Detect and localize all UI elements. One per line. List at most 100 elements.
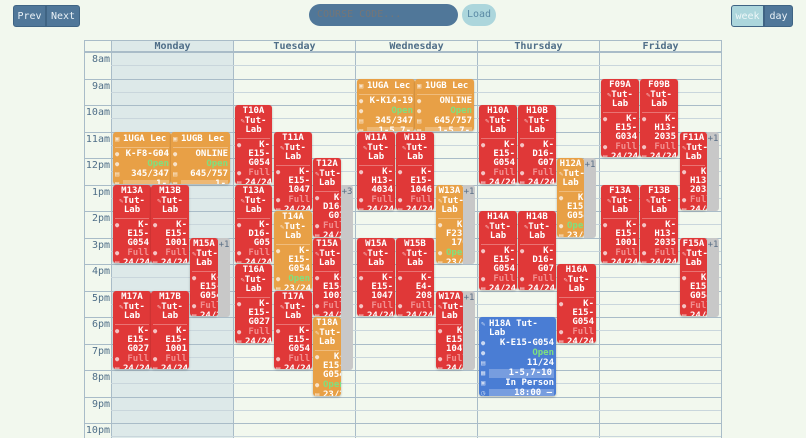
more-events-badge[interactable]: +1 bbox=[463, 184, 475, 264]
event-card-w11a[interactable]: W11A ✎Tut-Lab ● K-H13-4034 ● Full ▤ 24/24 bbox=[357, 131, 395, 211]
more-events-badge[interactable]: +1 bbox=[584, 158, 596, 238]
event-card-f09a[interactable]: F09A ✎Tut-Lab ● K-E15-G034 ● Full ▤ 24/24 bbox=[601, 78, 639, 157]
lecture-icon: ▣ bbox=[417, 81, 422, 90]
seats-icon: ▤ bbox=[359, 205, 364, 211]
day-view-button[interactable]: day bbox=[764, 5, 793, 27]
event-seats-value: 24/24 bbox=[245, 337, 272, 343]
event-card-f13b[interactable]: F13B ✎Tut-Lab ● K-H13-2035 ● Full ▤ 24/24 bbox=[640, 184, 678, 263]
event-card-t14a[interactable]: T14A ✎Tut-Lab ● K-E15-G054 ● Open ▤ 23/24 bbox=[274, 211, 312, 290]
prev-button[interactable]: Prev bbox=[13, 5, 46, 27]
event-card-m13b[interactable]: M13B ✎Tut-Lab ● K-E15-1001 ● Full ▤ 24/24 bbox=[151, 184, 189, 263]
event-card-m15a[interactable]: M15A✎Tut-Lab●K-E15-G054●Full▤24/24 bbox=[190, 237, 218, 316]
more-events-badge[interactable]: +1 bbox=[218, 237, 230, 317]
event-room-value: K-H13-2035 bbox=[654, 219, 676, 248]
event-card-1ugb[interactable]: ▣1UGB Lec●ONLINE●Open▤645/757▦1-3,5,7- bbox=[171, 131, 230, 184]
event-card-t12a[interactable]: T12A✎Tut-Lab●K-D16-G07●Full▤24/24 bbox=[313, 158, 341, 237]
event-room: ●K-E15-G054 bbox=[315, 352, 341, 380]
time-label: 12pm bbox=[85, 160, 110, 171]
event-room-value: K-F23-170 bbox=[446, 219, 463, 248]
more-events-badge[interactable]: +1 bbox=[707, 237, 719, 317]
event-seats-value: 345/347 bbox=[375, 115, 413, 126]
event-card-f13a[interactable]: F13A ✎Tut-Lab ● K-E15-1001 ● Full ▤ 24/24 bbox=[601, 184, 639, 263]
location-pin-icon: ● bbox=[237, 300, 242, 308]
event-card-h12a[interactable]: H12A✎Tut-Lab●K-E15-G054●Open▤23/24 bbox=[557, 158, 584, 237]
event-code: M13B bbox=[159, 185, 181, 196]
event-card-t15a[interactable]: T15A✎Tut-Lab●K-E15-1001●Full▤24/24 bbox=[313, 237, 341, 316]
event-room-value: K-H13-2035 bbox=[690, 166, 707, 195]
status-dot-icon: ● bbox=[359, 195, 364, 204]
event-weeks: ▦1-5,7-10 bbox=[417, 126, 472, 131]
status-dot-icon: ● bbox=[237, 328, 242, 336]
event-seats-value: 23/24 bbox=[446, 257, 463, 263]
event-card-1uga[interactable]: ▣1UGA Lec●K-K14-19●Open▤345/347▦1-5,7-10 bbox=[357, 78, 415, 131]
event-card-t18a[interactable]: T18A✎Tut-Lab●K-E15-G054●Open▤23/24 bbox=[313, 317, 341, 396]
day-column-wednesday bbox=[355, 52, 477, 438]
event-card-w11b[interactable]: W11B ✎Tut-Lab ● K-E15-1046 ● Full ▤ 24/24 bbox=[396, 131, 434, 210]
event-code: T11A bbox=[282, 132, 304, 143]
event-card-w15a[interactable]: W15A ✎Tut-Lab ● K-E15-1047 ● Full ▤ 24/24 bbox=[357, 237, 395, 317]
load-button[interactable]: Load bbox=[462, 4, 496, 26]
event-seats: ▤24/24 bbox=[153, 364, 188, 369]
more-events-badge[interactable]: +1 bbox=[707, 131, 719, 211]
event-card-h14b[interactable]: H14B ✎Tut-Lab ● K-D16-G07 ● Full ▤ 24/24 bbox=[518, 211, 556, 290]
event-card-t16a[interactable]: T16A ✎Tut-Lab ● K-E15-G027 ● Full ▤ 24/24 bbox=[235, 264, 272, 343]
event-seats: ▤24/24 bbox=[115, 258, 150, 263]
event-seats: ▤24/24 bbox=[359, 311, 394, 317]
event-card-h10a[interactable]: H10A ✎Tut-Lab ● K-E15-G054 ● Full ▤ 24/24 bbox=[479, 105, 517, 184]
half-hour-line bbox=[111, 383, 721, 385]
event-card-h14a[interactable]: H14A ✎Tut-Lab ● K-E15-G054 ● Full ▤ 24/24 bbox=[479, 211, 517, 290]
event-room-value: K-E15-G054 bbox=[323, 352, 341, 380]
event-card-m17a[interactable]: M17A ✎Tut-Lab ● K-E15-G027 ● Full ▤ 24/24 bbox=[113, 290, 151, 369]
week-view-button[interactable]: week bbox=[731, 5, 764, 27]
event-card-t11a[interactable]: T11A ✎Tut-Lab ● K-E15-1047 ● Full ▤ 24/24 bbox=[274, 131, 312, 210]
event-card-1uga[interactable]: ▣1UGA Lec●K-F8-G04●Open▤345/347▦1-3,5,7- bbox=[113, 131, 171, 184]
event-type-label: Tut-Lab bbox=[244, 195, 267, 215]
seats-icon: ▤ bbox=[173, 169, 178, 178]
tutlab-icon: ✎ bbox=[280, 302, 285, 311]
more-events-badge[interactable]: +3 bbox=[341, 184, 353, 370]
tutlab-icon: ✎ bbox=[119, 196, 124, 205]
event-room: ●K-D16-G07 bbox=[315, 194, 341, 221]
next-button[interactable]: Next bbox=[46, 5, 80, 27]
event-mode-value: In Person bbox=[505, 378, 554, 388]
event-room: ●K-E15-G054 bbox=[682, 273, 707, 301]
event-divider bbox=[153, 323, 187, 325]
seats-icon: ▤ bbox=[359, 311, 364, 317]
event-type: ✎Tut-Lab bbox=[398, 249, 432, 268]
location-pin-icon: ● bbox=[481, 247, 486, 255]
lecture-icon: ▣ bbox=[115, 134, 120, 143]
event-card-m13a[interactable]: M13A ✎Tut-Lab ● K-E15-G054 ● Full ▤ 24/24 bbox=[113, 184, 151, 263]
event-type-label: Tut-Lab bbox=[685, 142, 707, 162]
course-code-input[interactable] bbox=[309, 4, 458, 26]
event-card-1ugb[interactable]: ▣1UGB Lec●ONLINE●Open▤645/757▦1-5,7-10 bbox=[415, 78, 474, 131]
location-pin-icon: ● bbox=[642, 220, 647, 229]
event-seats: ▤24/24 bbox=[153, 258, 188, 263]
event-seats: ▤24/24 bbox=[520, 285, 555, 290]
event-card-t17a[interactable]: T17A ✎Tut-Lab ● K-E15-G054 ● Full ▤ 24/24 bbox=[274, 290, 312, 369]
event-status-value: Open bbox=[446, 247, 463, 258]
event-code: F15A bbox=[682, 238, 705, 249]
event-card-f15a[interactable]: F15A✎Tut-Lab●K-E15-G054●Full▤24/24 bbox=[680, 237, 707, 316]
status-dot-icon: ● bbox=[115, 159, 120, 168]
event-card-t13a[interactable]: T13A ✎Tut-Lab ● K-D16-G05 ● Full ▤ 24/24 bbox=[235, 184, 272, 263]
event-type-label: Tut-Lab bbox=[489, 222, 511, 241]
event-card-f11a[interactable]: F11A✎Tut-Lab●K-H13-2035●Full▤24/24 bbox=[680, 131, 707, 210]
event-card-w13a[interactable]: W13A✎Tut-Lab●K-F23-170●Open▤23/24 bbox=[436, 184, 463, 263]
day-column-tuesday bbox=[233, 52, 355, 438]
delivery-mode-icon: ▣ bbox=[481, 379, 486, 387]
event-card-w17a[interactable]: W17A✎Tut-Lab●K-E15-1047●Full▤24/24 bbox=[436, 290, 463, 369]
event-card-h18a[interactable]: ✎ H18A Tut-Lab ● K-E15-G054 ● Open ▤ 11/24 ▦ 1-5,… bbox=[479, 317, 556, 396]
tutlab-icon: ✎ bbox=[481, 320, 486, 328]
tutlab-icon: ✎ bbox=[402, 143, 407, 152]
event-card-t10a[interactable]: T10A ✎Tut-Lab ● K-E15-G054 ● Full ▤ 24/24 bbox=[235, 105, 272, 184]
event-card-h16a[interactable]: H16A ✎Tut-Lab ● K-E15-G054 ● Full ▤ 24/24 bbox=[557, 264, 596, 343]
event-card-w15b[interactable]: W15B ✎Tut-Lab ● K-E4-208 ● Full ▤ 24/24 bbox=[396, 237, 434, 316]
status-dot-icon: ● bbox=[682, 195, 687, 204]
event-card-h10b[interactable]: H10B ✎Tut-Lab ● K-D16-G07 ● Full ▤ 24/24 bbox=[518, 105, 556, 184]
event-seats-value: 24/24 bbox=[611, 151, 639, 157]
event-card-m17b[interactable]: M17B ✎Tut-Lab ● K-E15-1001 ● Full ▤ 24/24 bbox=[151, 290, 189, 369]
event-type: ✎Tut-Lab bbox=[115, 302, 149, 321]
event-card-f09b[interactable]: F09B ✎Tut-Lab ● K-H13-2035 ● Full ▤ 24/24 bbox=[640, 78, 678, 157]
more-events-badge[interactable]: +1 bbox=[463, 290, 475, 370]
event-seats-value: 24/24 bbox=[690, 310, 707, 316]
